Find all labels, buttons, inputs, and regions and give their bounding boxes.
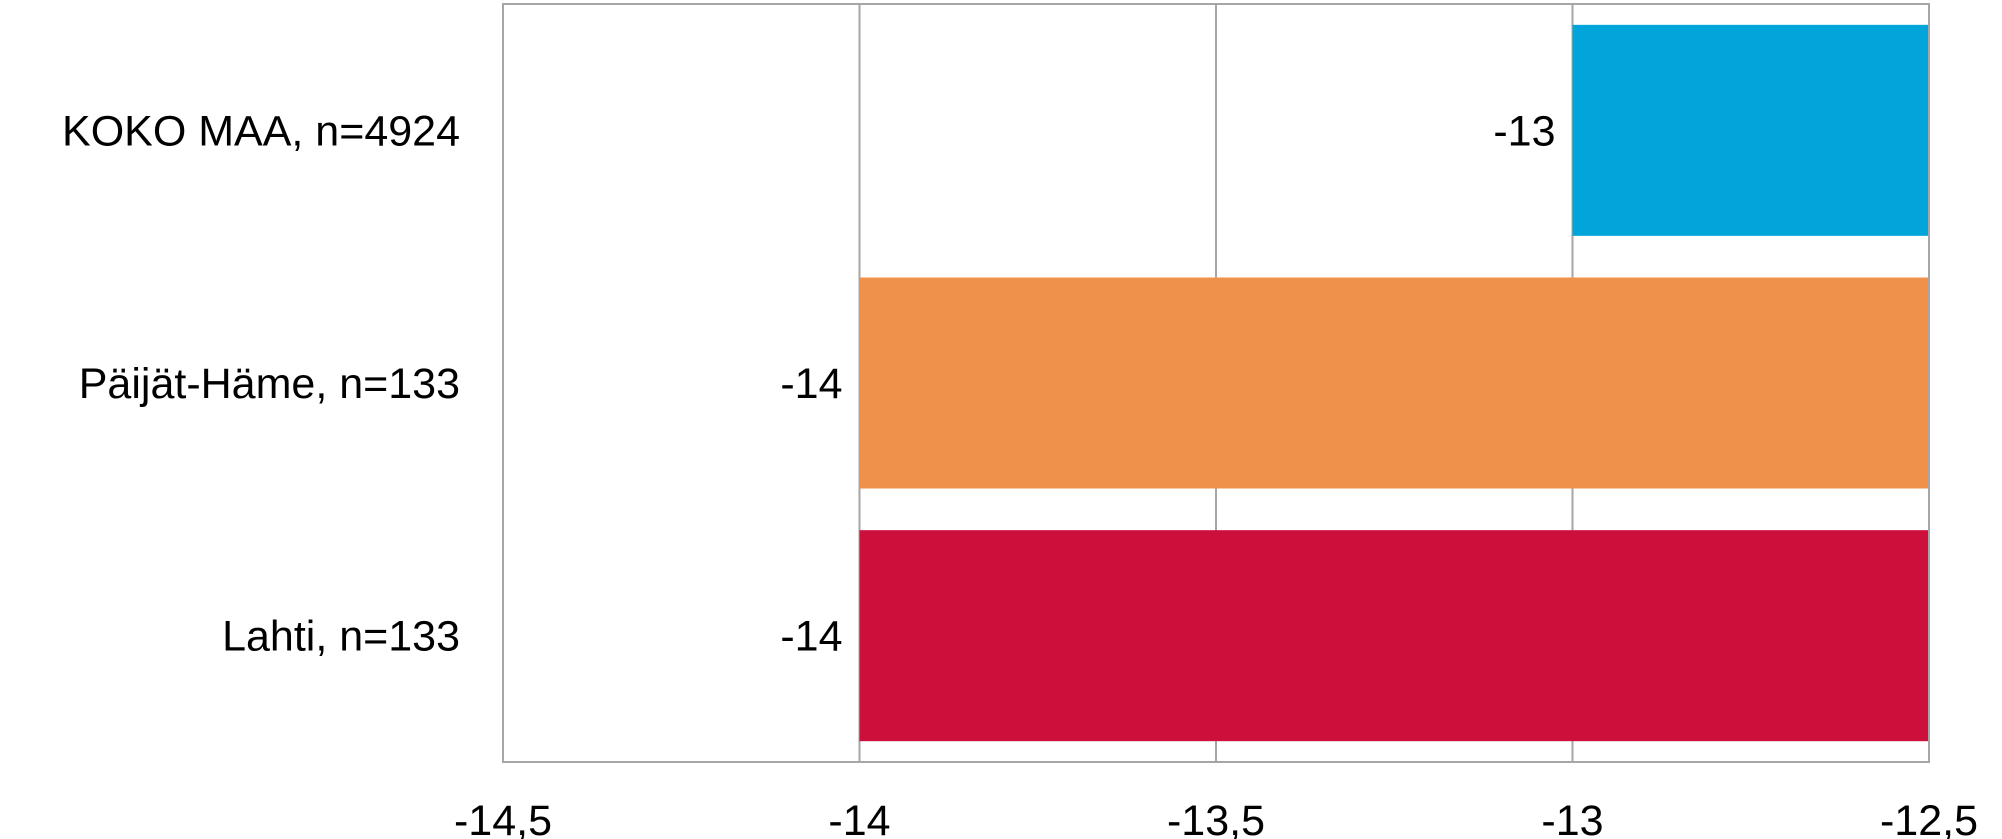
x-tick-label: -13,5 [1167, 797, 1265, 839]
x-tick-label: -14 [828, 797, 890, 839]
data-label: -14 [780, 360, 842, 408]
bar [1572, 24, 1929, 236]
category-label: Lahti, n=133 [222, 613, 460, 661]
data-label: -14 [780, 613, 842, 661]
x-tick-label: -14,5 [454, 797, 552, 839]
bars [859, 24, 1929, 742]
x-tick-labels: -14,5 -14 -13,5 -13 -12,5 [454, 797, 1978, 839]
data-label: -13 [1493, 107, 1555, 155]
x-tick-label: -13 [1541, 797, 1603, 839]
bar [859, 530, 1929, 742]
category-labels: KOKO MAA, n=4924 Päijät-Häme, n=133 Lahti,… [62, 107, 460, 660]
category-label: Päijät-Häme, n=133 [79, 360, 460, 408]
plot-frame [502, 3, 1930, 763]
category-label: KOKO MAA, n=4924 [62, 107, 460, 155]
value-labels: -13 -14 -14 [780, 107, 1555, 660]
bar [859, 277, 1929, 489]
x-tick-label: -12,5 [1880, 797, 1978, 839]
